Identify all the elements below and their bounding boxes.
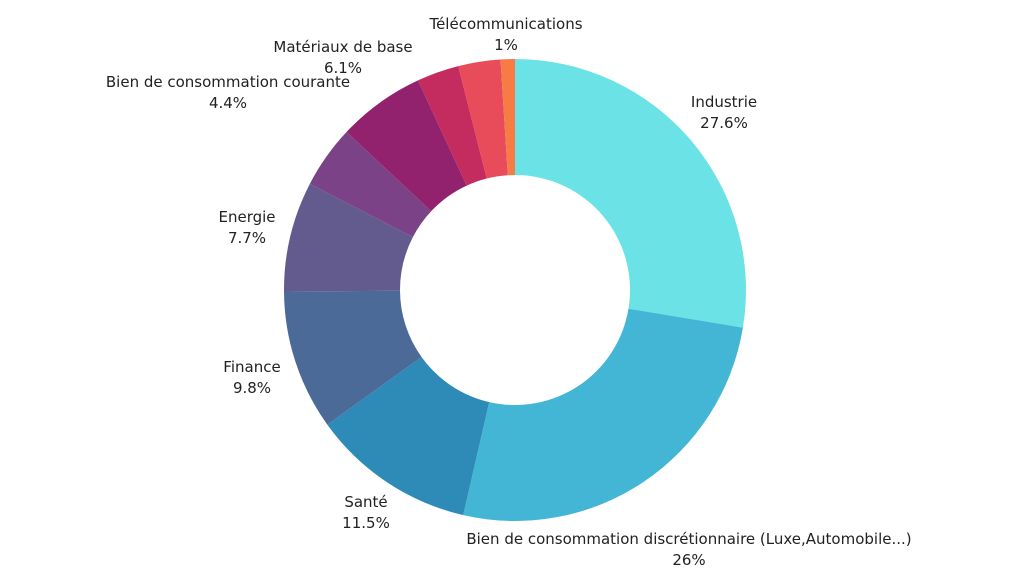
label-value: 9.8% [232,379,272,397]
slice-4 [284,183,413,292]
label-value: 11.5% [342,514,390,532]
slice-5 [309,131,432,238]
slice-1 [463,308,743,521]
label-value: 26% [672,551,706,569]
label-materiaux: Matériaux de base 6.1% [273,37,412,79]
label-name: Finance [223,358,281,376]
label-discretionnaire: Bien de consommation discrétionnaire (Lu… [466,529,911,571]
label-courante: Bien de consommation courante 4.4% [106,72,350,114]
label-value: 6.1% [323,59,363,77]
slice-7 [417,66,487,186]
label-value: 7.7% [227,229,267,247]
label-name: Télécommunications [429,15,583,33]
slice-9 [500,59,515,176]
label-telecommunications: Télécommunications 1% [429,14,582,56]
slice-8 [458,59,508,179]
label-name: Energie [218,208,276,226]
slice-0 [515,59,746,328]
slice-3 [284,290,422,425]
slice-2 [327,357,490,516]
label-name: Bien de consommation courante [105,73,351,91]
label-name: Santé [344,493,388,511]
label-value: 1% [494,36,518,54]
label-value: 4.4% [208,94,248,112]
label-value: 27.6% [700,114,748,132]
label-industrie: Industrie 27.6% [691,92,757,134]
label-name: Industrie [690,93,758,111]
label-energie: Energie 7.7% [218,207,275,249]
label-finance: Finance 9.8% [223,357,280,399]
label-name: Bien de consommation discrétionnaire (Lu… [466,530,912,548]
label-name: Matériaux de base [273,38,413,56]
label-sante: Santé 11.5% [342,492,390,534]
slice-6 [346,80,467,212]
